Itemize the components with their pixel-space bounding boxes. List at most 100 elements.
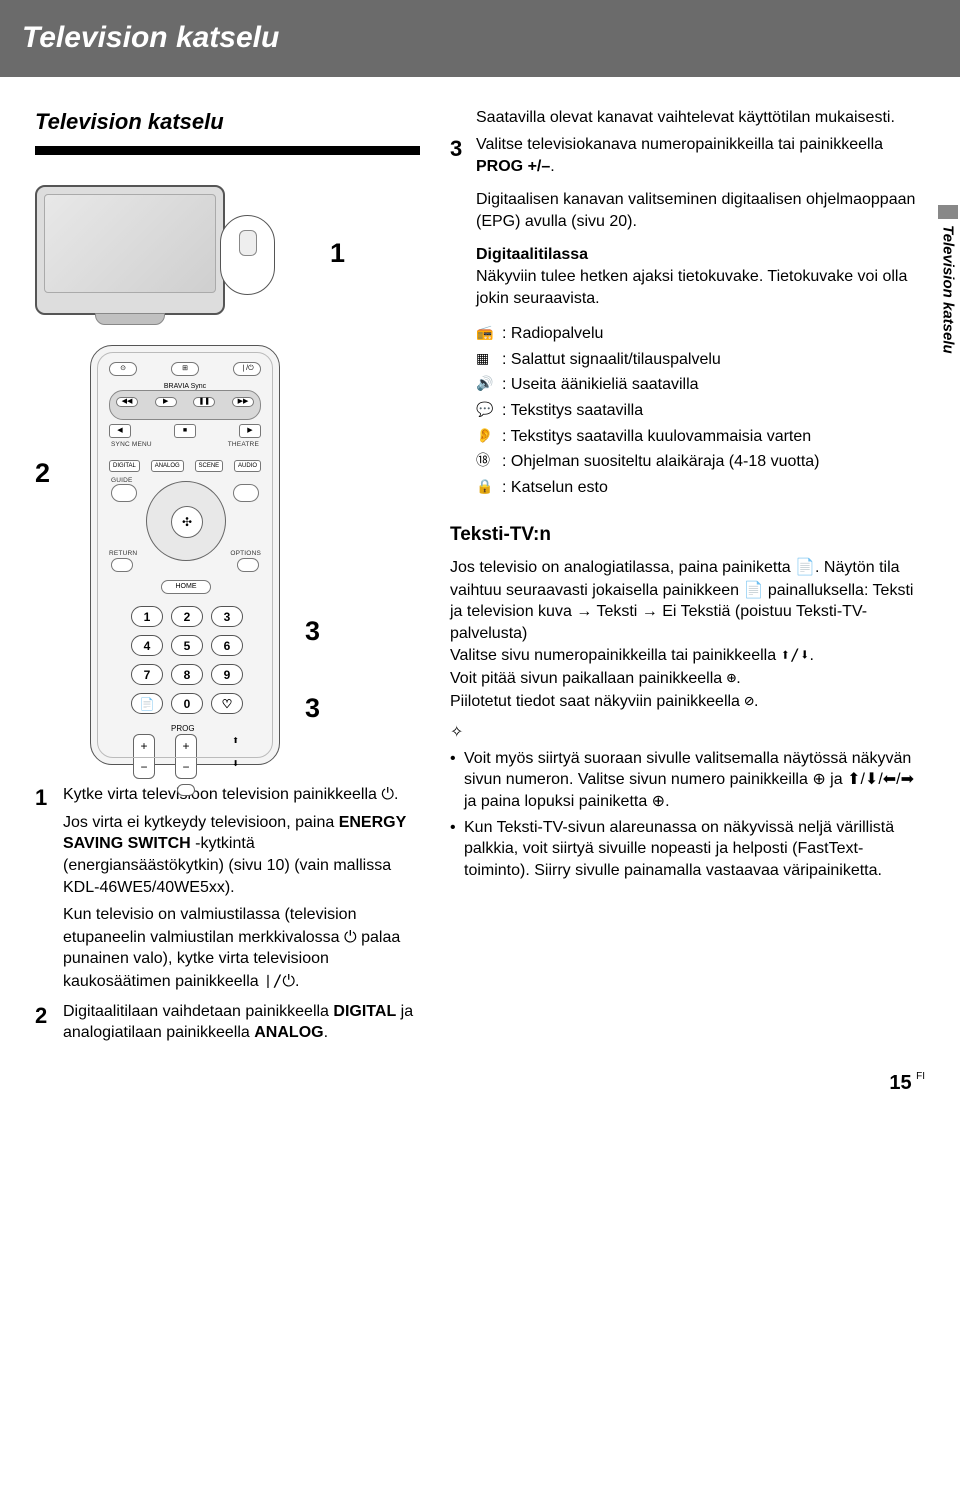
icon-desc: : Katselun esto [502,477,608,499]
text: Useita äänikieliä saatavilla [511,376,699,393]
key-1: 1 [131,606,163,627]
key-0: 0 [171,693,203,714]
subtitle-icon: 💬 [476,400,502,422]
key-4: 4 [131,635,163,656]
callout-3a: 3 [305,613,320,649]
dpad-center-icon: ✣ [171,506,203,538]
text: . [550,158,554,175]
prog-label: PROG [171,724,195,735]
text: Digitaalitilaan vaihdetaan painikkeella [63,1003,333,1020]
key-8: 8 [171,664,203,685]
key-7: 7 [131,664,163,685]
tv-power-button [239,230,257,256]
teletext-line: Voit pitää sivun paikallaan painikkeella… [450,667,925,690]
text: Jos televisio on analogiatilassa, paina … [450,559,795,576]
bold-text: ANALOG [254,1024,323,1041]
step-1-body: Kytke virta televisioon television paini… [63,783,420,992]
step-1-number: 1 [35,783,63,992]
remote-btn: ▶ [239,424,261,438]
age-icon: ⑱ [476,451,502,473]
options-button [237,558,259,572]
callout-1: 1 [330,235,345,271]
text: . [809,647,813,664]
text: Tekstitys saatavilla kuulovammaisia vart… [511,428,812,445]
content-area: Television katselu 1 2 3 3 ⊙ ⊞ ❘/⏻ BRAVI… [0,77,960,1052]
section-title: Television katselu [35,107,420,137]
bullet-text: Voit myös siirtyä suoraan sivulle valits… [464,748,925,813]
analog-chip: ANALOG [151,460,184,472]
prog-rocker: +− [175,734,197,779]
text: Katselun esto [511,479,608,496]
paragraph: Näkyviin tulee hetken ajaksi tietokuvake… [476,266,925,309]
lower-steps: 1 Kytke virta televisioon television pai… [35,783,420,1044]
step-3-number: 3 [450,134,476,502]
hoh-icon: 👂 [476,426,502,448]
text: Kytke virta televisioon television paini… [63,786,381,803]
guide-label: GUIDE [111,477,133,486]
home-button: HOME [161,580,211,594]
icon-desc: : Tekstitys saatavilla [502,400,643,422]
mode-row: DIGITAL ANALOG SCENE AUDIO [109,460,261,472]
remote-btn: ▶▶ [232,397,254,407]
teletext-line: Valitse sivu numeropainikkeilla tai pain… [450,644,925,667]
reveal-icon: ⊘ [744,691,754,710]
text: Jos virta ei kytkeydy televisioon, paina [63,814,339,831]
side-tab: Television katselu [935,205,960,354]
remote-btn: ■ [174,424,196,438]
text: Valitse televisiokanava numeropainikkeil… [476,136,883,153]
tip-icon: ✧ [450,722,925,744]
hold-icon: ⊕ [727,668,737,687]
sync-menu-label: SYNC MENU [111,441,152,450]
text: Piilotetut tiedot saat näkyviin painikke… [450,693,744,710]
power-icon: ⏻ [381,784,394,803]
guide-button [111,484,137,502]
callout-2: 2 [35,455,50,491]
icon-desc: : Radiopalvelu [502,323,603,345]
key-5: 5 [171,635,203,656]
icon-desc: : Ohjelman suositeltu alaikäraja (4-18 v… [502,451,820,473]
return-label: RETURN [109,550,137,559]
audio-icon: 🔊 [476,374,502,396]
small-side-icons: ⬆⬇ [232,736,239,770]
icon-desc: : Useita äänikieliä saatavilla [502,374,699,396]
text-tv-icon: 📄 [795,557,815,576]
title-underline [35,146,420,155]
volume-rocker: +− [133,734,155,779]
page-number: 15 [889,1072,911,1094]
text: . [324,1024,328,1041]
key-fav-icon: ♡ [211,693,243,714]
text: . [394,786,398,803]
key-9: 9 [211,664,243,685]
remote-power-icon: ❘/⏻ [263,971,295,990]
number-keypad: 1 2 3 4 5 6 7 8 9 📄 0 ♡ [131,606,243,714]
right-column: Television katselu Saatavilla olevat kan… [450,107,925,1052]
remote-power-icon: ❘/⏻ [233,362,261,376]
bravia-label: BRAVIA Sync [110,382,260,391]
remote-control: ⊙ ⊞ ❘/⏻ BRAVIA Sync ◀◀ ▶ ❚❚ ▶▶ ◀ ■ [90,345,280,765]
tv-remote-diagram: 1 2 3 3 ⊙ ⊞ ❘/⏻ BRAVIA Sync ◀◀ ▶ ❚❚ ▶▶ [35,175,420,765]
side-tab-marker [938,205,958,219]
step-2-body: Digitaalitilaan vaihdetaan painikkeella … [63,1001,420,1044]
bullet-text: Kun Teksti-TV-sivun alareunassa on näkyv… [464,817,925,882]
remote-btn: ⊞ [171,362,199,376]
remote-btn: ◀ [109,424,131,438]
remote-btn: ⊙ [109,362,137,376]
step-3: 3 Valitse televisiokanava numeropainikke… [450,134,925,502]
tip-list: •Voit myös siirtyä suoraan sivulle valit… [450,748,925,882]
intro-text: Saatavilla olevat kanavat vaihtelevat kä… [450,107,925,129]
left-column: Television katselu 1 2 3 3 ⊙ ⊞ ❘/⏻ BRAVI… [35,107,420,1052]
callout-3b: 3 [305,690,320,726]
text: Ohjelman suositeltu alaikäraja (4-18 vuo… [511,453,820,470]
text-tv-icon: 📄 [744,580,764,599]
options-label: OPTIONS [230,550,261,559]
icon-desc: : Salattut signaalit/tilauspalvelu [502,349,721,371]
teletext-body: Jos televisio on analogiatilassa, paina … [450,556,925,644]
bullet-icon: • [450,748,464,813]
text: Tekstitys saatavilla [511,402,644,419]
paragraph: Digitaalisen kanavan valitseminen digita… [476,189,925,232]
text: Valitse sivu numeropainikkeilla tai pain… [450,647,781,664]
remote-btn: ❚❚ [193,397,215,407]
key-3: 3 [211,606,243,627]
key-text-icon: 📄 [131,693,163,714]
return-button [111,558,133,572]
